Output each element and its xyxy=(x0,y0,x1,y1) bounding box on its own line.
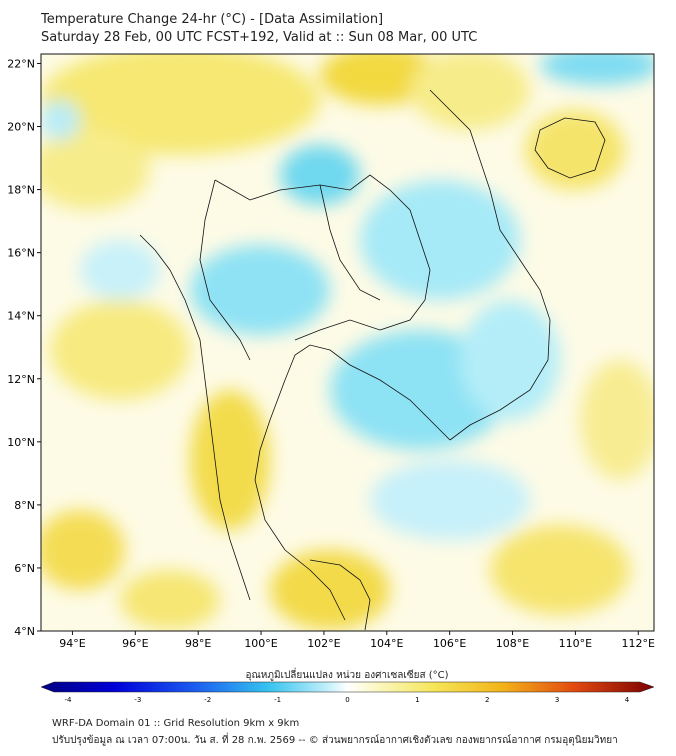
colorbar-tick-label: 0 xyxy=(345,696,349,704)
colorbar-tick-label: -3 xyxy=(134,696,141,704)
lat-tick-label: 8°N xyxy=(14,499,35,512)
lon-tick-label: 110°E xyxy=(559,637,592,650)
lon-tick-label: 100°E xyxy=(244,637,277,650)
lon-tick-label: 106°E xyxy=(433,637,466,650)
colorbar-tick-label: -2 xyxy=(204,696,211,704)
lon-ticks: 94°E 96°E 98°E 100°E 102°E 104°E 106°E 108°E 110… xyxy=(59,631,655,650)
chart-title: Temperature Change 24-hr (°C) - [Data As… xyxy=(41,12,384,27)
footer-credit: ปรับปรุงข้อมูล ณ เวลา 07:00น. วัน ส. ที่… xyxy=(52,735,618,746)
lon-tick-label: 102°E xyxy=(307,637,340,650)
colorbar-tick-label: 1 xyxy=(415,696,419,704)
lon-tick-label: 108°E xyxy=(496,637,529,650)
lat-tick-label: 22°N xyxy=(7,57,35,70)
colorbar-tick-label: 3 xyxy=(555,696,559,704)
lat-tick-label: 14°N xyxy=(7,310,35,323)
colorbar xyxy=(40,681,655,693)
lat-tick-label: 12°N xyxy=(7,373,35,386)
colorbar-tick-label: -1 xyxy=(274,696,281,704)
lon-tick-label: 104°E xyxy=(370,637,403,650)
chart-subtitle: Saturday 28 Feb, 00 UTC FCST+192, Valid … xyxy=(41,30,478,45)
colorbar-tick-label: -4 xyxy=(65,696,73,704)
lat-tick-label: 18°N xyxy=(7,184,35,197)
coastlines xyxy=(139,89,606,631)
lat-tick-label: 16°N xyxy=(7,247,35,260)
temperature-field xyxy=(41,54,654,631)
lat-ticks: 4°N 6°N 8°N 10°N 12°N 14°N 16°N 18°N 20°N 22°N xyxy=(7,57,41,638)
colorbar-tick-label: 4 xyxy=(625,696,630,704)
colorbar-tick-label: 2 xyxy=(485,696,489,704)
plot-frame xyxy=(40,53,655,632)
footer-resolution: WRF-DA Domain 01 :: Grid Resolution 9km … xyxy=(52,718,300,729)
lon-tick-label: 98°E xyxy=(185,637,211,650)
lat-tick-label: 10°N xyxy=(7,436,35,449)
colorbar-label: อุณหภูมิเปลี่ยนแปลง หน่วย องศาเซลเซียส (… xyxy=(245,667,448,681)
lat-tick-label: 4°N xyxy=(14,625,35,638)
lon-tick-label: 112°E xyxy=(622,637,655,650)
temperature-map: 4°N 6°N 8°N 10°N 12°N 14°N 16°N 18°N 20°N 22°N 94… xyxy=(7,53,655,704)
lat-tick-label: 6°N xyxy=(14,562,35,575)
lon-tick-label: 94°E xyxy=(59,637,85,650)
colorbar-ticks: -4 -3 -2 -1 0 1 2 3 4 xyxy=(65,696,630,704)
lon-tick-label: 96°E xyxy=(122,637,148,650)
lat-tick-label: 20°N xyxy=(7,121,35,134)
